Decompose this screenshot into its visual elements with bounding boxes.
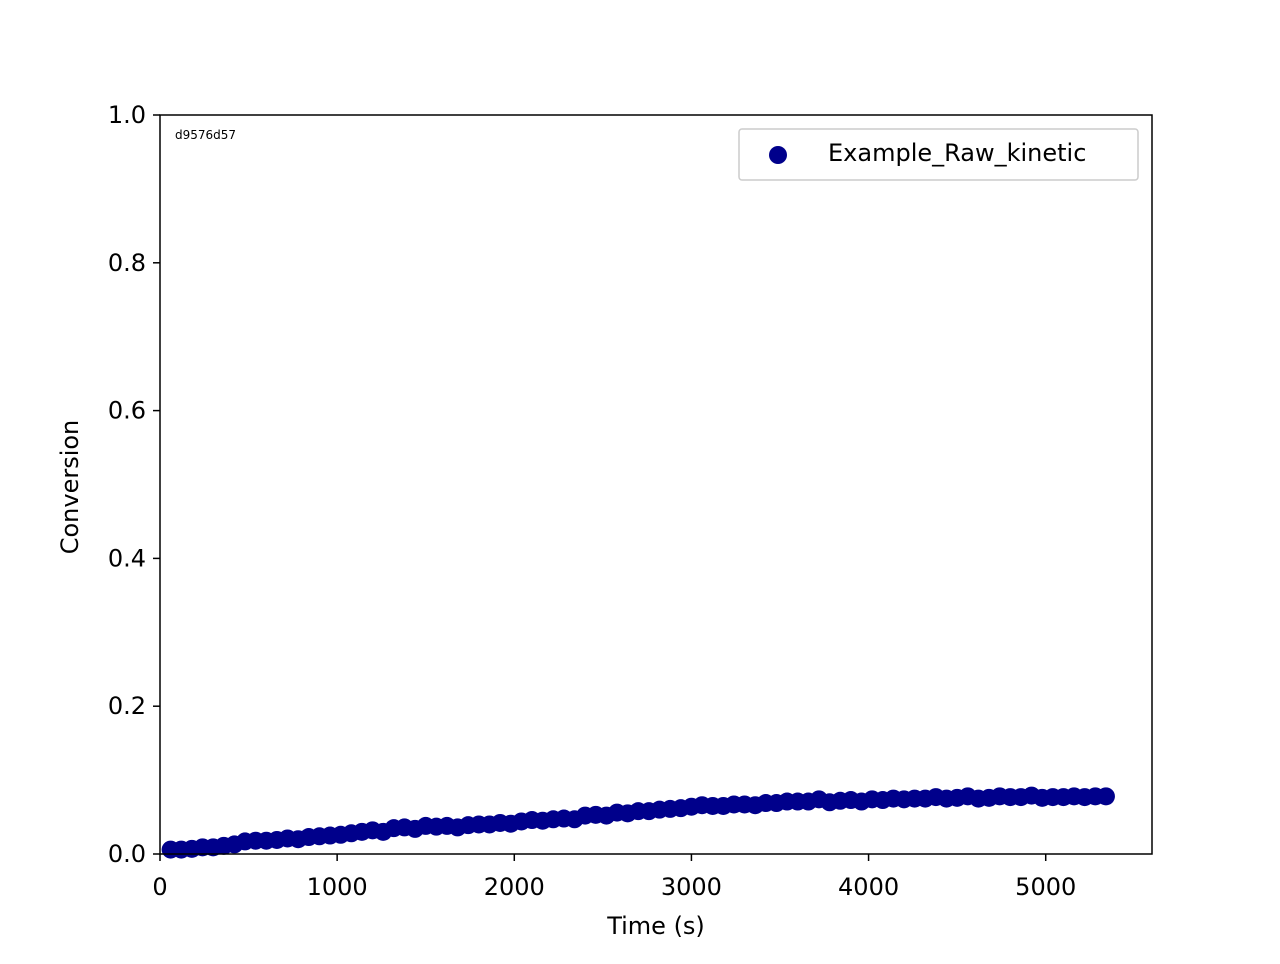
legend-label: Example_Raw_kinetic	[828, 139, 1086, 167]
data-point	[1096, 787, 1115, 806]
y-tick-label: 0.6	[108, 397, 146, 425]
legend-box	[738, 128, 1139, 181]
x-tick-label: 0	[152, 873, 167, 901]
legend: Example_Raw_kinetic	[738, 128, 1139, 181]
y-axis-label: Conversion	[56, 420, 84, 555]
legend-marker	[769, 146, 787, 164]
y-axis-ticks: 0.0 0.2 0.4 0.6 0.8 1.0	[108, 101, 160, 868]
y-tick-label: 0.4	[108, 544, 146, 572]
annotation-label: d9576d57	[175, 128, 236, 142]
y-tick-label: 0.2	[108, 692, 146, 720]
x-axis-ticks: 0 1000 2000 3000 4000 5000	[152, 854, 1076, 901]
y-tick-label: 0.8	[108, 249, 146, 277]
x-tick-label: 3000	[661, 873, 722, 901]
y-tick-label: 0.0	[108, 840, 146, 868]
x-tick-label: 5000	[1015, 873, 1076, 901]
plot-frame	[159, 114, 1153, 855]
x-tick-label: 4000	[838, 873, 899, 901]
x-tick-label: 2000	[484, 873, 545, 901]
data-points	[161, 786, 1115, 859]
x-axis-label: Time (s)	[606, 912, 705, 940]
plot-area	[160, 115, 1152, 854]
x-tick-label: 1000	[307, 873, 368, 901]
y-tick-label: 1.0	[108, 101, 146, 129]
